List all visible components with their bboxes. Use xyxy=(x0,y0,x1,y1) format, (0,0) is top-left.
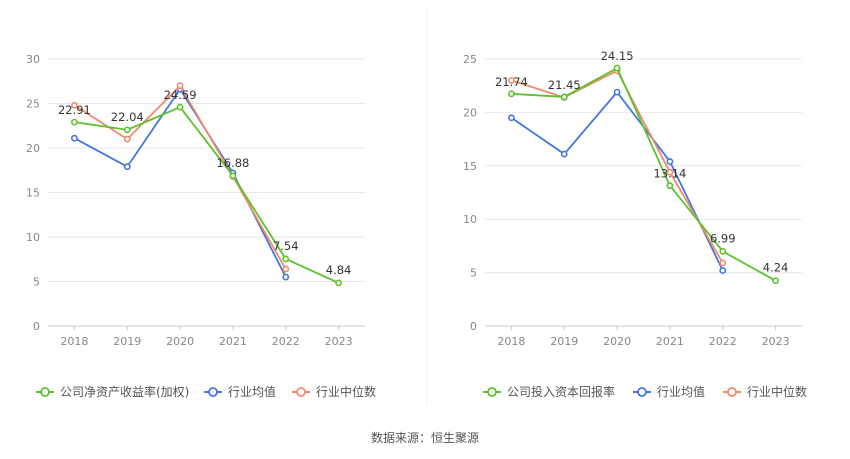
data-point xyxy=(71,118,78,126)
series-line-company xyxy=(74,106,339,284)
legend-swatch-marker xyxy=(487,387,497,397)
data-label: 21.45 xyxy=(548,78,581,92)
data-point xyxy=(560,93,568,101)
x-tick-label: 2019 xyxy=(550,335,578,348)
x-tick-label: 2018 xyxy=(497,335,525,348)
x-tick-label: 2021 xyxy=(656,335,684,348)
data-point xyxy=(613,64,621,72)
data-label: 24.59 xyxy=(164,88,197,102)
legend-swatch-marker xyxy=(637,387,647,397)
x-tick-label: 2021 xyxy=(219,335,247,348)
data-label: 16.88 xyxy=(216,156,249,170)
data-point xyxy=(123,135,131,143)
legend-swatch-marker xyxy=(208,387,218,397)
data-point xyxy=(560,150,568,158)
data-point xyxy=(229,172,237,180)
data-label: 4.84 xyxy=(326,263,352,277)
data-point xyxy=(719,267,727,274)
data-label: 7.54 xyxy=(273,239,299,253)
data-point xyxy=(71,101,78,109)
data-point xyxy=(123,163,131,171)
y-tick-label: 25 xyxy=(463,53,477,66)
legend-swatch-marker xyxy=(727,387,737,397)
data-point xyxy=(282,255,290,263)
y-tick-label: 20 xyxy=(26,142,40,155)
y-tick-label: 0 xyxy=(33,320,40,333)
data-label: 6.99 xyxy=(710,231,736,245)
y-tick-label: 15 xyxy=(463,160,477,173)
data-point xyxy=(613,88,621,96)
data-point xyxy=(508,76,515,84)
y-tick-label: 15 xyxy=(26,187,40,200)
data-label: 24.15 xyxy=(601,49,634,63)
legend-label: 公司净资产收益率(加权) xyxy=(60,384,189,399)
data-point xyxy=(282,265,290,273)
data-label: 4.24 xyxy=(763,261,789,275)
legend-label: 行业中位数 xyxy=(316,384,376,399)
y-tick-label: 10 xyxy=(463,213,477,226)
y-tick-label: 10 xyxy=(26,231,40,244)
y-tick-label: 0 xyxy=(470,320,477,333)
roe-chart: 0 5 10 15 20 25 30 2018 2019 2020 2021 2022 2023 22.9… xyxy=(26,53,376,399)
series-line-industry-median xyxy=(511,69,724,264)
data-source-note: 数据来源：恒生聚源 xyxy=(371,430,479,445)
data-point xyxy=(335,279,342,287)
data-point xyxy=(508,114,515,122)
series-line-industry-mean xyxy=(510,90,724,271)
x-tick-label: 2019 xyxy=(113,335,141,348)
x-tick-label: 2020 xyxy=(603,335,631,348)
data-label: 21.74 xyxy=(495,75,528,89)
data-point xyxy=(666,168,674,176)
y-tick-label: 20 xyxy=(463,106,477,119)
series-line-company xyxy=(511,66,777,282)
x-tick-label: 2020 xyxy=(166,335,194,348)
data-point xyxy=(176,82,184,90)
series-line-industry-median xyxy=(73,84,287,270)
y-tick-label: 5 xyxy=(470,267,477,280)
x-tick-label: 2018 xyxy=(60,335,88,348)
data-point xyxy=(719,247,727,255)
data-point xyxy=(123,126,131,134)
data-point xyxy=(508,90,515,98)
x-tick-label: 2022 xyxy=(709,335,737,348)
data-point xyxy=(772,277,779,285)
series-line-industry-mean xyxy=(73,87,287,278)
legend-label: 行业均值 xyxy=(228,384,276,399)
data-point xyxy=(71,134,78,142)
legend-label: 行业均值 xyxy=(657,384,705,399)
y-tick-label: 25 xyxy=(26,98,40,111)
data-point xyxy=(282,273,290,281)
legend-swatch-marker xyxy=(40,387,50,397)
x-tick-label: 2022 xyxy=(272,335,300,348)
y-tick-label: 30 xyxy=(26,53,40,66)
data-point xyxy=(176,103,184,111)
data-label: 22.91 xyxy=(58,103,91,117)
roic-chart: 0 5 10 15 20 25 2018 2019 2020 2021 2022 2023 21.74 2… xyxy=(463,49,807,399)
data-label: 22.04 xyxy=(111,110,144,124)
x-tick-label: 2023 xyxy=(762,335,790,348)
data-point xyxy=(666,182,674,190)
legend-label: 行业中位数 xyxy=(747,384,807,399)
legend-swatch-marker xyxy=(296,387,306,397)
y-tick-label: 5 xyxy=(33,276,40,289)
data-label: 13.14 xyxy=(653,167,686,181)
data-point xyxy=(719,259,727,267)
legend-label: 公司投入资本回报率 xyxy=(507,384,615,399)
data-point xyxy=(666,158,674,165)
x-tick-label: 2023 xyxy=(325,335,353,348)
